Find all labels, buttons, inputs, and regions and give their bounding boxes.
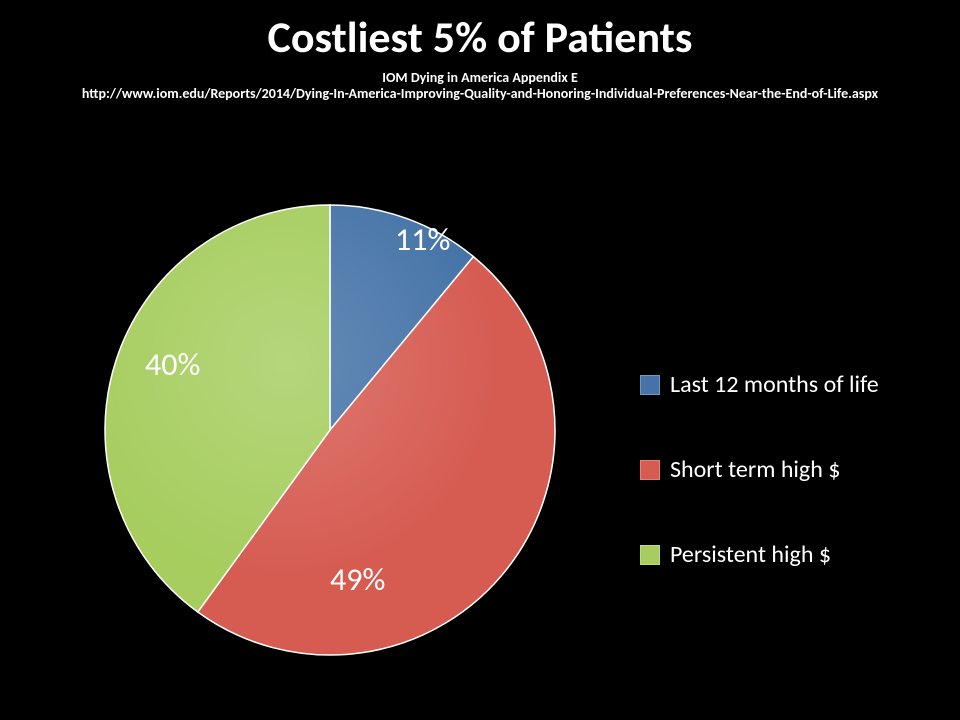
slide: Costliest 5% of Patients IOM Dying in Am… bbox=[0, 0, 960, 720]
legend-item: Persistent high $ bbox=[640, 540, 879, 569]
legend-label: Persistent high $ bbox=[670, 540, 831, 569]
data-label-1: 49% bbox=[330, 560, 385, 599]
legend-label: Short term high $ bbox=[670, 455, 840, 484]
legend: Last 12 months of life Short term high $… bbox=[640, 370, 879, 569]
chart-title: Costliest 5% of Patients bbox=[0, 10, 960, 64]
legend-swatch-0 bbox=[640, 375, 660, 395]
legend-item: Short term high $ bbox=[640, 455, 879, 484]
subtitle-line-2: http://www.iom.edu/Reports/2014/Dying-In… bbox=[82, 85, 878, 102]
data-label-0: 11% bbox=[395, 220, 450, 259]
legend-label: Last 12 months of life bbox=[670, 370, 879, 399]
legend-item: Last 12 months of life bbox=[640, 370, 879, 399]
data-label-2: 40% bbox=[145, 345, 200, 384]
legend-swatch-2 bbox=[640, 545, 660, 565]
chart-subtitle: IOM Dying in America Appendix E http://w… bbox=[80, 70, 880, 102]
legend-swatch-1 bbox=[640, 460, 660, 480]
subtitle-line-1: IOM Dying in America Appendix E bbox=[382, 69, 578, 86]
